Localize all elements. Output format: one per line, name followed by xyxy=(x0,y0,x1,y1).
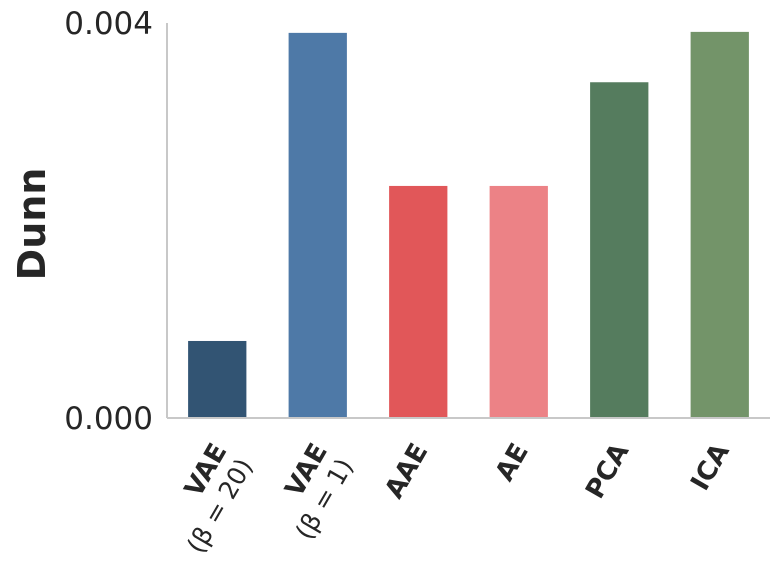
bar-vae-1 xyxy=(288,32,347,418)
x-tick-label: AE xyxy=(490,439,535,487)
y-axis: 0.000 0.004 xyxy=(64,6,168,437)
y-tick-label: 0.004 xyxy=(64,6,153,42)
bar-ae xyxy=(489,185,548,418)
x-tick-label-main: ICA xyxy=(685,439,735,496)
x-tick-label: VAE(β = 1) xyxy=(280,439,359,545)
bars xyxy=(188,31,749,418)
x-tick-label: ICA xyxy=(685,439,735,496)
x-tick-label-main: AE xyxy=(490,439,535,487)
x-tick-label-main: PCA xyxy=(580,439,635,504)
x-tick-label: PCA xyxy=(580,439,635,504)
x-axis: VAE(β = 20) VAE(β = 1) AAE AE PCA ICA xyxy=(167,417,770,559)
bar-aae xyxy=(389,185,448,418)
bar-vae-0 xyxy=(188,340,247,418)
x-tick-label: VAE(β = 20) xyxy=(179,439,258,559)
bar-ica xyxy=(690,31,749,418)
x-tick-label: AAE xyxy=(379,439,434,504)
y-tick-label: 0.000 xyxy=(64,401,153,437)
bar-pca xyxy=(590,82,649,418)
y-axis-label: Dunn xyxy=(10,168,54,281)
x-tick-label-main: AAE xyxy=(379,439,434,504)
